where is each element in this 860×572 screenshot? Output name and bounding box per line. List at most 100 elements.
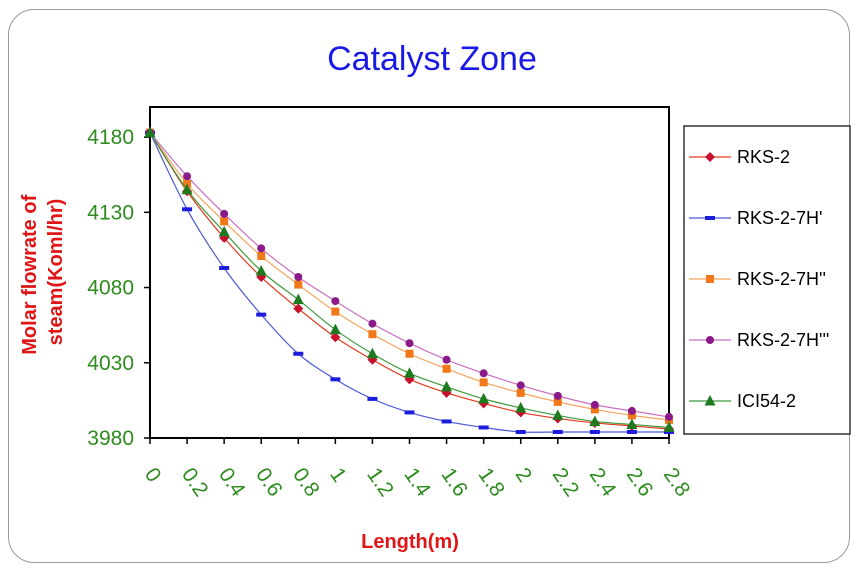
legend-marker	[705, 152, 715, 162]
data-point	[182, 207, 193, 212]
series-2	[145, 130, 674, 434]
data-point	[516, 388, 525, 397]
x-tick-label: 1.4	[399, 464, 435, 501]
data-point	[664, 429, 674, 434]
data-point	[665, 412, 673, 421]
legend-label: RKS-2-7H'	[737, 208, 822, 228]
data-point	[219, 265, 230, 270]
y-tick-label: 3980	[87, 427, 134, 450]
legend-item: RKS-2	[689, 147, 790, 167]
data-point	[478, 392, 490, 404]
data-point	[294, 273, 303, 282]
x-tick-label: 0.2	[177, 464, 213, 501]
y-axis-label: Molar flowrate of steam(Koml/hr)	[19, 189, 67, 355]
data-point	[220, 209, 229, 218]
x-tick-label: 1	[325, 464, 351, 487]
data-point	[218, 225, 230, 237]
data-point	[627, 406, 636, 415]
data-point	[367, 396, 378, 401]
x-tick-label: 0	[140, 464, 166, 487]
x-tick-label: 2.2	[548, 464, 584, 501]
data-point	[294, 280, 303, 289]
x-tick-label: 2.8	[659, 464, 695, 501]
y-axis-label-line-2: steam(Koml/hr)	[45, 199, 67, 346]
legend-label: RKS-2	[737, 147, 790, 167]
data-point	[552, 429, 563, 434]
legend-label: RKS-2-7H''	[737, 269, 826, 289]
data-point	[441, 419, 452, 424]
data-point	[405, 339, 414, 348]
legend-marker	[706, 336, 714, 344]
data-point	[626, 418, 638, 429]
chart-title: Catalyst Zone	[327, 40, 537, 78]
data-point	[479, 369, 488, 378]
legend-marker	[704, 395, 716, 406]
legend-label: ICI54-2	[737, 391, 796, 411]
legend-marker	[705, 216, 715, 220]
legend-item: ICI54-2	[689, 391, 796, 411]
data-point	[553, 391, 562, 400]
data-point	[331, 297, 340, 306]
data-point	[330, 377, 341, 382]
legend-item: RKS-2-7H'''	[689, 330, 829, 350]
y-tick-label: 4030	[87, 352, 134, 375]
data-point	[368, 319, 377, 328]
data-point	[331, 307, 340, 316]
data-point	[329, 323, 341, 335]
data-point	[479, 378, 488, 387]
data-point	[257, 251, 266, 260]
data-point	[144, 126, 156, 138]
data-point	[552, 409, 564, 420]
data-point	[626, 429, 637, 434]
y-axis-ticks: 3980 4030 4080 4130 4180	[87, 126, 150, 450]
legend-label: RKS-2-7H'''	[737, 330, 829, 350]
y-tick-label: 4180	[87, 126, 134, 149]
x-axis-ticks: 0 0.2 0.4 0.6 0.8 1 1.2 1.4 1.6 1.8 2 2.2 2.4 2.6 2.8	[140, 438, 695, 501]
data-point	[366, 347, 378, 359]
x-tick-label: 0.8	[288, 464, 324, 501]
data-point	[181, 183, 193, 195]
data-point	[516, 381, 525, 390]
x-tick-label: 1.6	[436, 464, 472, 501]
x-tick-label: 1.8	[474, 464, 510, 501]
x-tick-label: 2	[511, 464, 537, 487]
x-axis-label: Length(m)	[361, 531, 459, 553]
data-point	[256, 312, 267, 317]
data-point	[589, 415, 601, 426]
y-tick-label: 4080	[87, 277, 134, 300]
data-point	[330, 332, 341, 343]
y-tick-label: 4130	[87, 201, 134, 224]
x-tick-label: 0.6	[251, 464, 287, 501]
data-point	[590, 405, 599, 414]
data-point	[404, 367, 415, 378]
data-point	[220, 217, 229, 226]
data-point	[590, 400, 599, 409]
data-point	[478, 425, 489, 430]
data-point	[442, 355, 451, 364]
data-point	[553, 397, 562, 406]
data-point	[405, 349, 414, 358]
data-point	[292, 293, 304, 305]
data-point	[442, 364, 451, 373]
legend: RKS-2 RKS-2-7H' RKS-2-7H'' RKS-2-7H''' ICI54…	[689, 147, 829, 411]
data-point	[627, 411, 636, 420]
data-point	[293, 303, 304, 314]
legend-item: RKS-2-7H'	[689, 208, 822, 228]
x-tick-label: 1.2	[362, 464, 398, 501]
y-axis-label-line-1: Molar flowrate of	[19, 194, 41, 354]
data-point	[441, 380, 453, 392]
data-point	[515, 401, 527, 413]
x-tick-label: 2.4	[585, 464, 621, 501]
series-layer	[144, 126, 675, 434]
legend-marker	[706, 275, 714, 283]
data-point	[257, 244, 266, 253]
legend-item: RKS-2-7H''	[689, 269, 826, 289]
data-point	[368, 330, 377, 339]
data-point	[293, 351, 304, 356]
x-tick-label: 2.6	[622, 464, 658, 501]
data-point	[183, 172, 192, 181]
data-point	[183, 179, 192, 188]
data-point	[515, 429, 526, 434]
data-point	[404, 410, 415, 415]
